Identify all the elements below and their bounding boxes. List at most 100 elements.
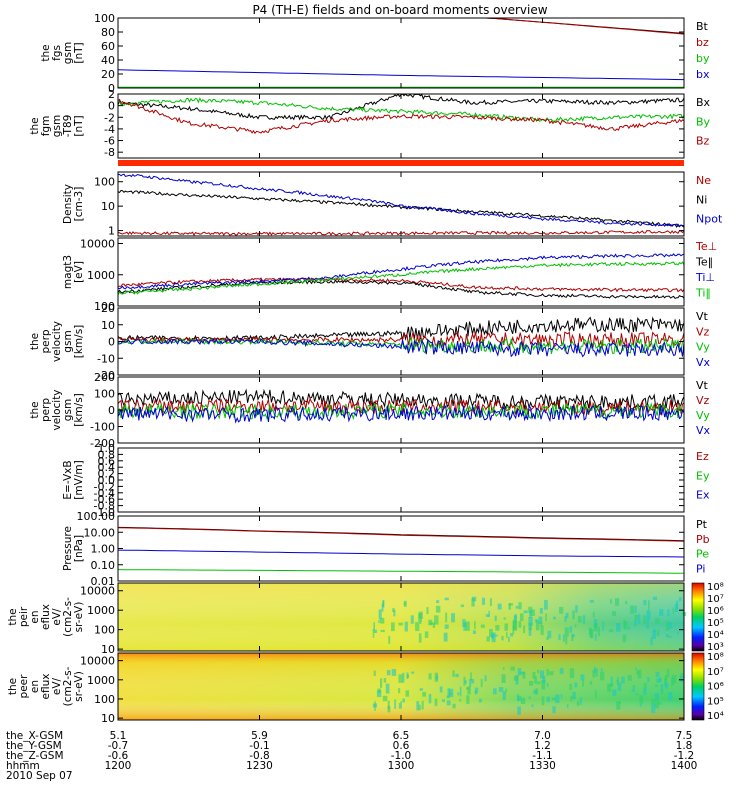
spectrogram-texture [536,681,541,685]
y-tick-label: 1000 [87,269,115,282]
series-line [117,401,685,421]
spectrogram-texture [593,619,598,628]
colorbar-tick-label: 10⁸ [707,652,724,663]
orbit-row-label: the_Y-GSM [6,740,62,752]
y-axis-label: peer [18,674,30,699]
spectrogram-texture [558,634,561,641]
colorbar-tick-label: 10⁴ [707,711,724,722]
spectrogram-texture [478,698,482,703]
spectrogram-texture [380,617,385,624]
panel-density: 1 10 100 Density [cm-3] Ne Ni Npot [62,171,723,238]
spectrogram-texture [436,600,440,604]
orbit-row-label: the_Z-GSM [6,750,64,762]
spectrogram-texture [385,683,390,694]
spectrogram-texture [471,598,475,607]
spectrogram-texture [614,598,620,606]
y-axis-label: Density [62,184,74,224]
spectrogram-texture [559,606,564,614]
spectrogram-texture [660,683,664,692]
spectrogram-texture [464,680,467,684]
spectrogram-texture [373,622,375,631]
spectrogram-texture [446,700,451,706]
spectrogram-texture [580,674,585,681]
spectrogram-texture [435,605,441,613]
spectrogram-texture [654,699,659,709]
spectrogram-texture [631,689,636,693]
y-axis-label: [eV] [73,261,85,283]
y-tick-label: 100 [94,12,115,25]
spectrogram-texture [432,622,436,628]
spectrogram-texture [376,690,382,698]
series-line [117,549,685,558]
legend-entry: Vt [696,379,709,392]
spectrogram-texture [637,669,642,679]
spectrogram-texture [394,699,397,709]
y-axis-label: (cm2-s- [62,597,74,637]
legend-entry: Ne [696,174,711,187]
y-tick-label: 1.00 [91,543,116,556]
spectrogram-texture [612,611,617,616]
y-tick-label: -1.0 [94,506,115,519]
panel-par_velocity: -200 -100 0 100 200 the perp velocity gsm [km/s] V… [29,371,711,450]
y-tick-label: 100 [94,693,115,706]
spectrogram-texture [421,700,424,710]
spectrogram-texture [402,672,405,683]
spectrogram-texture [382,600,385,607]
legend-entry: Ni [696,193,707,206]
y-tick-label: -100 [90,421,115,434]
y-axis-label: gsm [62,330,74,352]
spectrogram-texture [495,625,500,631]
y-axis-label: en [29,680,41,693]
spectrogram-texture [398,702,401,709]
spectrogram-texture [579,697,582,705]
spectrogram-texture [535,620,540,631]
spectrogram-texture [535,688,539,695]
spectrogram-texture [449,692,452,696]
y-tick-label: 1 [108,225,115,238]
y-tick-label: 100 [94,388,115,401]
y-axis-label: E=-VxB [62,460,74,499]
spectrogram-texture [616,623,621,632]
y-tick-label: 0 [108,100,115,113]
date-label: 2010 Sep 07 [6,770,73,782]
spectrogram-texture [609,599,612,604]
y-axis-label: [km/s] [73,393,85,427]
spectrogram-texture [616,701,621,710]
orbit-value: 6.5 [393,730,410,742]
legend-entry: Ti‖ [695,287,711,300]
spectrogram-texture [426,607,429,615]
spectrogram-texture [451,613,456,623]
colorbar-tick-label: 10⁴ [707,630,724,641]
y-axis-label: perp [40,329,52,353]
spectrogram-texture [549,671,554,676]
series-line [117,279,685,300]
spectrogram-texture [463,622,467,631]
legend-entry: Npot [696,213,723,226]
colorbar-tick-label: 10⁸ [707,582,724,593]
spectrogram-texture [634,605,637,613]
y-axis-label: the [29,117,41,134]
spectrogram-texture [578,616,582,623]
spectrogram-texture [506,632,508,639]
spectrogram-texture [535,619,538,623]
spectrogram-texture [428,619,433,626]
legend-entry: bx [696,68,710,81]
colorbar [691,582,705,652]
y-tick-label: 0.8 [98,448,116,461]
colorbar-tick-label: 10⁷ [707,667,724,678]
y-tick-label: -200 [90,437,115,450]
spectrogram-texture [513,615,517,623]
spectrogram-texture [571,634,574,642]
spectrogram-texture [513,676,519,681]
y-tick-label: 0.2 [98,468,116,481]
y-axis-label: [nT] [73,42,85,63]
y-tick-label: 20 [101,68,115,81]
series-line [117,338,685,358]
spectrogram-texture [494,634,498,637]
spectrogram-texture [379,678,383,688]
spectrogram-texture [503,617,507,620]
spectrogram-texture [572,691,576,699]
spectrogram-texture [488,610,490,617]
spectrogram-texture [485,614,490,617]
